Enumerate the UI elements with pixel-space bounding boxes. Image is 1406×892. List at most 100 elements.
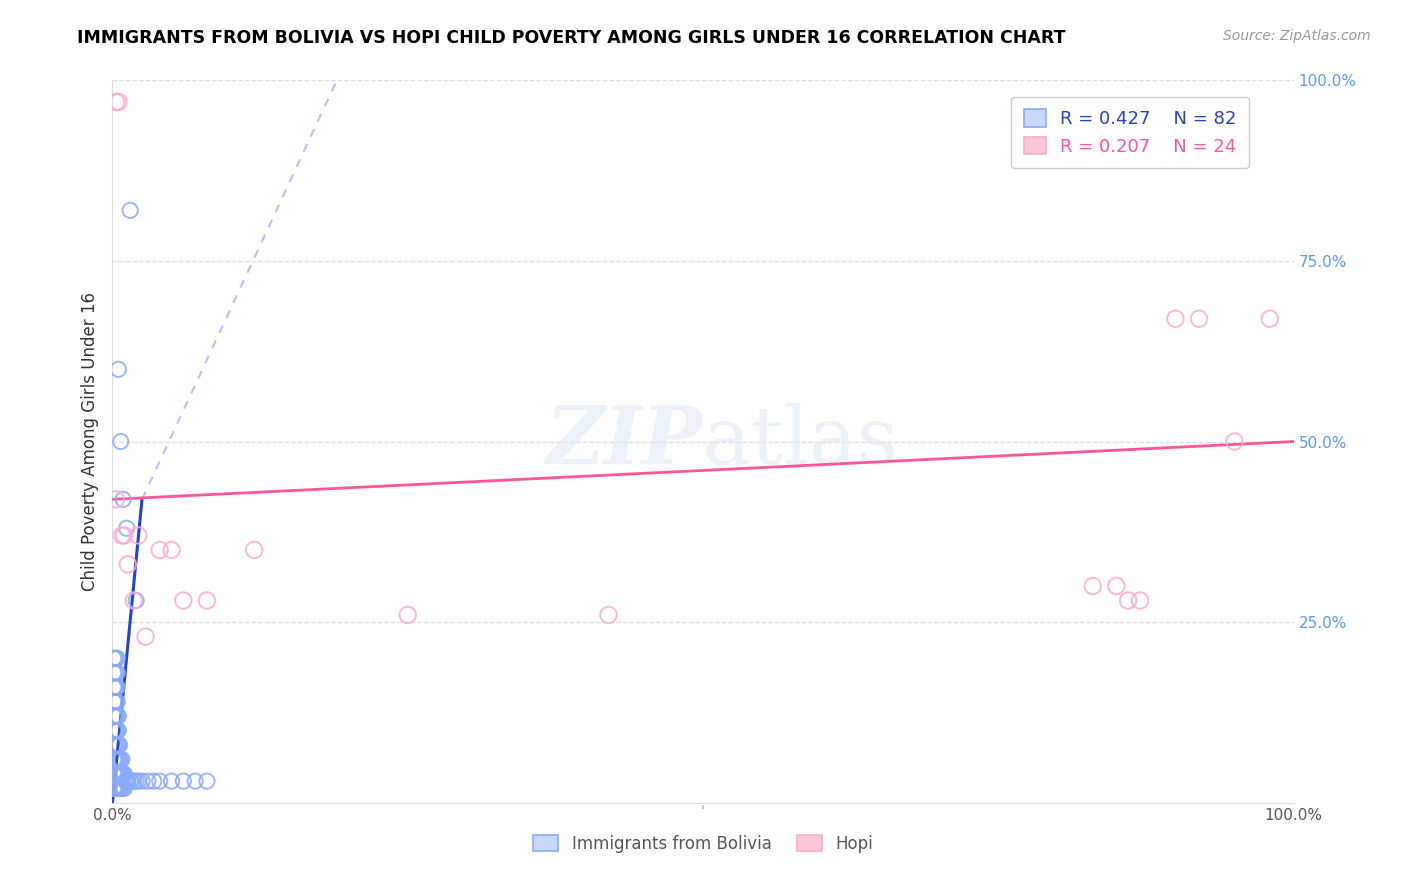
Point [160, 774, 183, 789]
Point [107, 95, 129, 109]
Point [127, 528, 149, 542]
Point [105, 665, 128, 680]
Point [105, 651, 128, 665]
Point [125, 774, 148, 789]
Point [160, 542, 183, 557]
Point [111, 781, 134, 796]
Point [103, 767, 125, 781]
Point [105, 738, 128, 752]
Point [105, 752, 128, 766]
Point [111, 767, 134, 781]
Point [103, 738, 125, 752]
Point [104, 738, 127, 752]
Point [108, 767, 131, 781]
Point [135, 630, 157, 644]
Point [1188, 311, 1211, 326]
Point [105, 680, 128, 694]
Point [1223, 434, 1246, 449]
Point [111, 752, 134, 766]
Point [107, 738, 129, 752]
Point [125, 593, 148, 607]
Point [105, 665, 128, 680]
Point [103, 665, 125, 680]
Point [127, 774, 149, 789]
Point [1164, 311, 1187, 326]
Point [104, 695, 127, 709]
Point [105, 680, 128, 694]
Point [184, 774, 207, 789]
Text: ZIP: ZIP [546, 403, 703, 480]
Point [108, 752, 131, 766]
Point [104, 680, 127, 694]
Point [110, 767, 132, 781]
Point [104, 709, 127, 723]
Point [105, 695, 128, 709]
Point [105, 723, 128, 738]
Point [105, 651, 128, 665]
Point [107, 709, 129, 723]
Point [112, 767, 135, 781]
Point [104, 767, 127, 781]
Point [149, 542, 172, 557]
Point [105, 781, 128, 796]
Point [107, 767, 129, 781]
Point [120, 203, 142, 218]
Point [110, 752, 132, 766]
Point [110, 434, 132, 449]
Point [112, 781, 135, 796]
Point [105, 95, 128, 109]
Point [1116, 593, 1139, 607]
Point [112, 528, 135, 542]
Point [117, 774, 139, 789]
Point [104, 651, 127, 665]
Point [105, 767, 128, 781]
Point [172, 774, 194, 789]
Point [112, 492, 135, 507]
Point [598, 607, 620, 622]
Point [105, 695, 128, 709]
Point [142, 774, 165, 789]
Point [111, 528, 134, 542]
Point [105, 738, 128, 752]
Point [122, 774, 145, 789]
Point [105, 709, 128, 723]
Point [108, 781, 131, 796]
Point [105, 492, 128, 507]
Point [107, 752, 129, 766]
Text: atlas: atlas [703, 402, 898, 481]
Text: IMMIGRANTS FROM BOLIVIA VS HOPI CHILD POVERTY AMONG GIRLS UNDER 16 CORRELATION C: IMMIGRANTS FROM BOLIVIA VS HOPI CHILD PO… [77, 29, 1066, 46]
Point [115, 774, 138, 789]
Point [120, 774, 142, 789]
Point [243, 542, 266, 557]
Point [195, 593, 218, 607]
Point [1258, 311, 1281, 326]
Point [136, 774, 159, 789]
Point [105, 723, 128, 738]
Text: Source: ZipAtlas.com: Source: ZipAtlas.com [1223, 29, 1371, 43]
Point [107, 781, 129, 796]
Point [396, 607, 419, 622]
Point [103, 752, 125, 766]
Point [1129, 593, 1152, 607]
Point [103, 695, 125, 709]
Point [107, 362, 129, 376]
Point [108, 738, 131, 752]
Point [1081, 579, 1104, 593]
Point [104, 665, 127, 680]
Point [112, 781, 135, 796]
Point [105, 709, 128, 723]
Point [172, 593, 194, 607]
Point [105, 752, 128, 766]
Y-axis label: Child Poverty Among Girls Under 16: Child Poverty Among Girls Under 16 [82, 292, 100, 591]
Point [195, 774, 218, 789]
Point [104, 781, 127, 796]
Point [115, 521, 138, 535]
Point [122, 593, 145, 607]
Point [105, 767, 128, 781]
Point [112, 767, 135, 781]
Legend: Immigrants from Bolivia, Hopi: Immigrants from Bolivia, Hopi [527, 828, 879, 860]
Point [105, 781, 128, 796]
Point [131, 774, 153, 789]
Point [104, 723, 127, 738]
Point [120, 774, 142, 789]
